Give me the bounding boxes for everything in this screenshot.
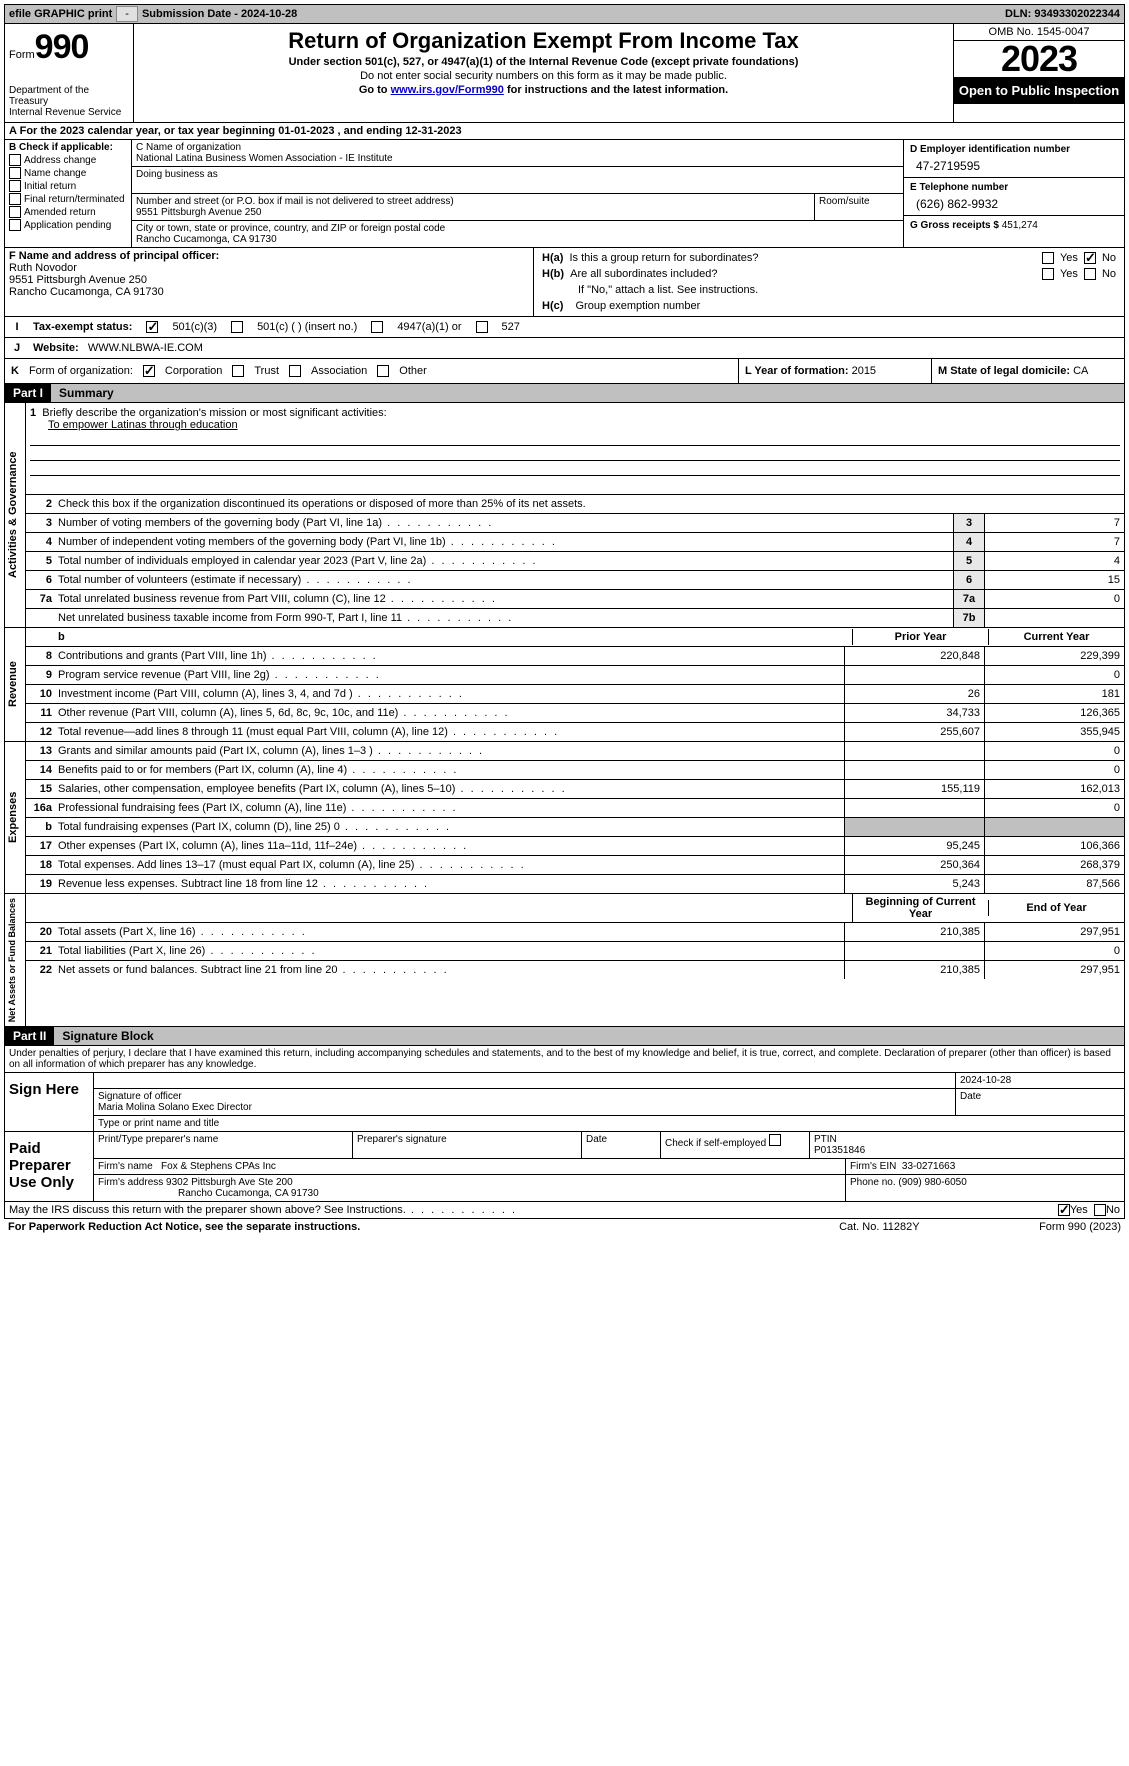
summary-line: 20Total assets (Part X, line 16)210,3852… (26, 923, 1124, 942)
year-formation: 2015 (852, 365, 876, 377)
expenses-section: Expenses 13Grants and similar amounts pa… (4, 742, 1125, 894)
penalties-text: Under penalties of perjury, I declare th… (4, 1046, 1125, 1073)
chk-initial-return[interactable] (9, 180, 21, 192)
firm-ein: 33-0271663 (902, 1161, 955, 1172)
box-c: C Name of organization National Latina B… (132, 140, 904, 247)
top-bar: efile GRAPHIC print - Submission Date - … (4, 4, 1125, 24)
net-assets-section: Net Assets or Fund Balances Beginning of… (4, 894, 1125, 1027)
chk-hb-no[interactable] (1084, 268, 1096, 280)
summary-line: 19Revenue less expenses. Subtract line 1… (26, 875, 1124, 893)
org-name: National Latina Business Women Associati… (136, 153, 899, 164)
ein: 47-2719595 (910, 155, 1118, 173)
box-d-e-g: D Employer identification number 47-2719… (904, 140, 1124, 247)
chk-pending[interactable] (9, 219, 21, 231)
chk-ha-yes[interactable] (1042, 252, 1054, 264)
part-1-header: Part ISummary (4, 384, 1125, 403)
dept-treasury: Department of the Treasury Internal Reve… (9, 85, 129, 118)
ptin: P01351846 (814, 1145, 1120, 1156)
officer-signature: Maria Molina Solano Exec Director (98, 1102, 951, 1113)
sign-date: 2024-10-28 (956, 1073, 1124, 1088)
summary-line: bTotal fundraising expenses (Part IX, co… (26, 818, 1124, 837)
governance-section: Activities & Governance 1 Briefly descri… (4, 403, 1125, 628)
chk-assoc[interactable] (289, 365, 301, 377)
summary-line: 5Total number of individuals employed in… (26, 552, 1124, 571)
officer-name: Ruth Novodor (9, 262, 529, 274)
summary-line: 15Salaries, other compensation, employee… (26, 780, 1124, 799)
firm-name: Fox & Stephens CPAs Inc (161, 1161, 276, 1172)
summary-line: 13Grants and similar amounts paid (Part … (26, 742, 1124, 761)
summary-line: 3Number of voting members of the governi… (26, 514, 1124, 533)
form-header: Form990 Department of the Treasury Inter… (4, 24, 1125, 123)
chk-other[interactable] (377, 365, 389, 377)
chk-discuss-yes[interactable] (1058, 1204, 1070, 1216)
summary-line: 22Net assets or fund balances. Subtract … (26, 961, 1124, 979)
summary-line: 4Number of independent voting members of… (26, 533, 1124, 552)
box-h: H(a) Is this a group return for subordin… (534, 248, 1124, 316)
chk-address-change[interactable] (9, 154, 21, 166)
firm-phone: (909) 980-6050 (898, 1177, 966, 1188)
org-city: Rancho Cucamonga, CA 91730 (136, 234, 899, 245)
tax-year: 2023 (954, 41, 1124, 77)
summary-line: 11Other revenue (Part VIII, column (A), … (26, 704, 1124, 723)
summary-line: 8Contributions and grants (Part VIII, li… (26, 647, 1124, 666)
gross-receipts: 451,274 (1002, 220, 1038, 231)
summary-line: 6Total number of volunteers (estimate if… (26, 571, 1124, 590)
form-title: Return of Organization Exempt From Incom… (142, 28, 945, 54)
summary-line: 9Program service revenue (Part VIII, lin… (26, 666, 1124, 685)
identity-block: B Check if applicable: Address change Na… (4, 140, 1125, 248)
summary-line: 12Total revenue—add lines 8 through 11 (… (26, 723, 1124, 741)
chk-final-return[interactable] (9, 193, 21, 205)
part-2-header: Part IISignature Block (4, 1027, 1125, 1046)
chk-501c3[interactable] (146, 321, 158, 333)
efile-label: efile GRAPHIC print (5, 8, 116, 20)
chk-4947[interactable] (371, 321, 383, 333)
page-footer: For Paperwork Reduction Act Notice, see … (4, 1219, 1125, 1235)
summary-line: 21Total liabilities (Part X, line 26)0 (26, 942, 1124, 961)
chk-discuss-no[interactable] (1094, 1204, 1106, 1216)
mission: To empower Latinas through education (30, 419, 1120, 431)
chk-527[interactable] (476, 321, 488, 333)
form-subtitle: Under section 501(c), 527, or 4947(a)(1)… (142, 56, 945, 68)
chk-ha-no[interactable] (1084, 252, 1096, 264)
summary-line: 16aProfessional fundraising fees (Part I… (26, 799, 1124, 818)
form-number: 990 (35, 28, 89, 66)
summary-line: 18Total expenses. Add lines 13–17 (must … (26, 856, 1124, 875)
revenue-section: Revenue b Prior Year Current Year 8Contr… (4, 628, 1125, 742)
chk-501c[interactable] (231, 321, 243, 333)
org-address: 9551 Pittsburgh Avenue 250 (136, 207, 810, 218)
paid-preparer-block: Paid Preparer Use Only Print/Type prepar… (4, 1132, 1125, 1202)
chk-corp[interactable] (143, 365, 155, 377)
box-b: B Check if applicable: Address change Na… (5, 140, 132, 247)
phone: (626) 862-9932 (910, 193, 1118, 211)
box-j: J Website: WWW.NLBWA-IE.COM (4, 338, 1125, 359)
box-f: F Name and address of principal officer:… (5, 248, 534, 316)
chk-name-change[interactable] (9, 167, 21, 179)
chk-amended[interactable] (9, 206, 21, 218)
box-i: I Tax-exempt status: 501(c)(3) 501(c) ( … (4, 317, 1125, 338)
chk-self-employed[interactable] (769, 1134, 781, 1146)
summary-line: 17Other expenses (Part IX, column (A), l… (26, 837, 1124, 856)
summary-line: 7aTotal unrelated business revenue from … (26, 590, 1124, 609)
ssn-note: Do not enter social security numbers on … (142, 70, 945, 82)
sign-here-block: Sign Here 2024-10-28 Signature of office… (4, 1073, 1125, 1132)
chk-trust[interactable] (232, 365, 244, 377)
summary-line: 14Benefits paid to or for members (Part … (26, 761, 1124, 780)
submission-date: Submission Date - 2024-10-28 (138, 8, 301, 20)
discuss-row: May the IRS discuss this return with the… (4, 1202, 1125, 1219)
dash-button[interactable]: - (116, 6, 138, 22)
officer-group-block: F Name and address of principal officer:… (4, 248, 1125, 317)
line-a-tax-year: A For the 2023 calendar year, or tax yea… (4, 123, 1125, 140)
chk-hb-yes[interactable] (1042, 268, 1054, 280)
dln: DLN: 93493302022344 (1001, 8, 1124, 20)
domicile: CA (1073, 365, 1088, 377)
summary-line: Net unrelated business taxable income fr… (26, 609, 1124, 627)
open-public-badge: Open to Public Inspection (954, 77, 1124, 104)
summary-line: 10Investment income (Part VIII, column (… (26, 685, 1124, 704)
website: WWW.NLBWA-IE.COM (88, 342, 203, 354)
box-k-l-m: K Form of organization: Corporation Trus… (4, 359, 1125, 384)
irs-link[interactable]: www.irs.gov/Form990 (391, 84, 504, 96)
